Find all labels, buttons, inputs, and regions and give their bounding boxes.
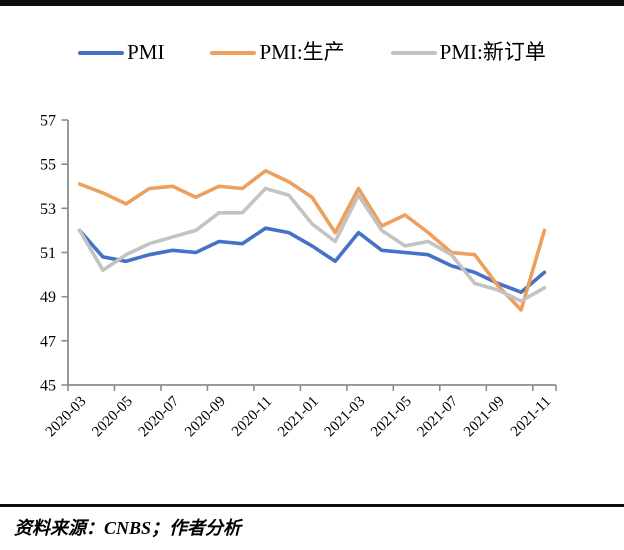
svg-text:2021-11: 2021-11 [508, 394, 554, 440]
svg-text:57: 57 [40, 113, 56, 130]
legend-item-pmi: PMI [78, 42, 164, 63]
top-divider [0, 0, 624, 6]
svg-text:2020-07: 2020-07 [136, 393, 183, 440]
legend-label-pmi-production: PMI:生产 [259, 40, 345, 64]
svg-text:51: 51 [40, 245, 56, 262]
svg-text:47: 47 [40, 333, 56, 350]
svg-text:2020-03: 2020-03 [43, 394, 90, 441]
pmi-production-line-swatch-icon [210, 50, 257, 55]
svg-text:2020-09: 2020-09 [182, 394, 229, 441]
source-text: 资料来源：CNBS；作者分析 [14, 518, 242, 538]
svg-text:2020-05: 2020-05 [89, 394, 136, 441]
svg-text:55: 55 [40, 157, 56, 174]
svg-text:2021-01: 2021-01 [275, 394, 322, 441]
series-line-0 [77, 226, 547, 294]
pmi-line-swatch-icon [78, 50, 125, 55]
svg-text:2021-03: 2021-03 [322, 394, 369, 441]
source-row: 资料来源：CNBS；作者分析 [14, 514, 614, 540]
pmi-new-orders-line-swatch-icon [390, 50, 437, 55]
bottom-divider [0, 504, 624, 507]
svg-text:2021-07: 2021-07 [415, 393, 462, 440]
svg-text:2021-05: 2021-05 [368, 394, 415, 441]
series-line-1 [77, 169, 547, 312]
svg-text:49: 49 [40, 289, 56, 306]
series-line-2 [77, 186, 547, 303]
svg-text:53: 53 [40, 201, 56, 218]
svg-text:45: 45 [40, 378, 56, 395]
pmi-line-chart: 57 55 53 51 49 47 45 2020-03 2020-05 2020-07 2020-… [0, 90, 624, 482]
legend-label-pmi: PMI [127, 40, 165, 64]
chart-legend: PMI PMI:生产 PMI:新订单 [0, 42, 624, 63]
svg-text:2021-09: 2021-09 [461, 394, 508, 441]
legend-item-pmi-production: PMI:生产 [210, 40, 345, 64]
legend-label-pmi-new-orders: PMI:新订单 [439, 40, 546, 64]
svg-text:2020-11: 2020-11 [229, 394, 275, 440]
legend-item-pmi-new-orders: PMI:新订单 [390, 40, 546, 64]
